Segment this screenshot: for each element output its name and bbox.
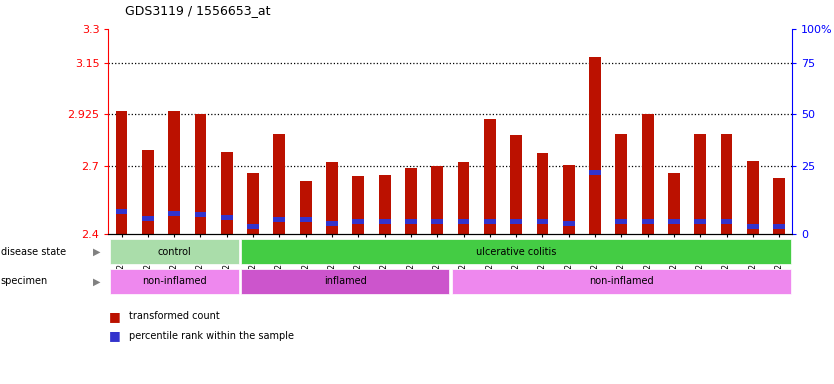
Bar	[615, 134, 627, 234]
Bar	[247, 173, 259, 234]
Bar	[299, 180, 312, 234]
Bar	[405, 219, 417, 224]
Bar	[142, 216, 153, 221]
Text: ulcerative colitis: ulcerative colitis	[476, 247, 556, 257]
Bar	[326, 220, 338, 225]
Text: control: control	[158, 247, 191, 257]
Text: GDS3119 / 1556653_at: GDS3119 / 1556653_at	[125, 4, 270, 17]
Bar	[773, 224, 785, 229]
Bar	[221, 215, 233, 220]
Bar	[274, 217, 285, 222]
Bar	[431, 219, 443, 224]
Bar	[563, 220, 575, 225]
Bar	[379, 175, 390, 234]
Text: transformed count: transformed count	[129, 311, 220, 321]
Bar	[695, 134, 706, 234]
Bar	[695, 219, 706, 224]
Text: specimen: specimen	[1, 276, 48, 286]
Bar	[353, 219, 364, 224]
Bar	[194, 114, 206, 234]
Bar	[168, 111, 180, 234]
Bar	[168, 211, 180, 216]
Bar	[326, 162, 338, 234]
Bar	[299, 217, 312, 222]
Bar	[116, 111, 128, 234]
Bar	[747, 224, 759, 229]
Text: non-inflamed: non-inflamed	[142, 276, 207, 286]
Bar	[142, 150, 153, 234]
Bar	[241, 240, 791, 264]
Bar	[431, 166, 443, 234]
Text: ▶: ▶	[93, 247, 101, 257]
Bar	[721, 219, 732, 224]
Bar	[668, 219, 680, 224]
Bar	[641, 114, 654, 234]
Bar	[510, 135, 522, 234]
Bar	[274, 134, 285, 234]
Bar	[510, 219, 522, 224]
Bar	[458, 219, 470, 224]
Bar	[116, 209, 128, 214]
Text: inflamed: inflamed	[324, 276, 366, 286]
Text: ■: ■	[108, 310, 120, 323]
Bar	[536, 153, 548, 234]
Bar	[484, 219, 495, 224]
Bar	[668, 173, 680, 234]
Bar	[484, 119, 495, 234]
Bar	[353, 176, 364, 234]
Bar	[458, 162, 470, 234]
Text: ▶: ▶	[93, 276, 101, 286]
Bar	[589, 170, 601, 175]
Bar	[589, 57, 601, 234]
Bar	[221, 152, 233, 234]
Bar	[641, 219, 654, 224]
Bar	[615, 219, 627, 224]
Bar	[194, 212, 206, 217]
Text: percentile rank within the sample: percentile rank within the sample	[129, 331, 294, 341]
Bar	[721, 134, 732, 234]
Bar	[773, 178, 785, 234]
Bar	[110, 240, 239, 264]
Bar	[110, 269, 239, 294]
Bar	[241, 269, 449, 294]
Text: non-inflamed: non-inflamed	[589, 276, 654, 286]
Text: ■: ■	[108, 329, 120, 342]
Bar	[379, 219, 390, 224]
Bar	[536, 219, 548, 224]
Bar	[563, 165, 575, 234]
Bar	[405, 168, 417, 234]
Bar	[747, 161, 759, 234]
Text: disease state: disease state	[1, 247, 66, 257]
Bar	[247, 224, 259, 229]
Bar	[452, 269, 791, 294]
